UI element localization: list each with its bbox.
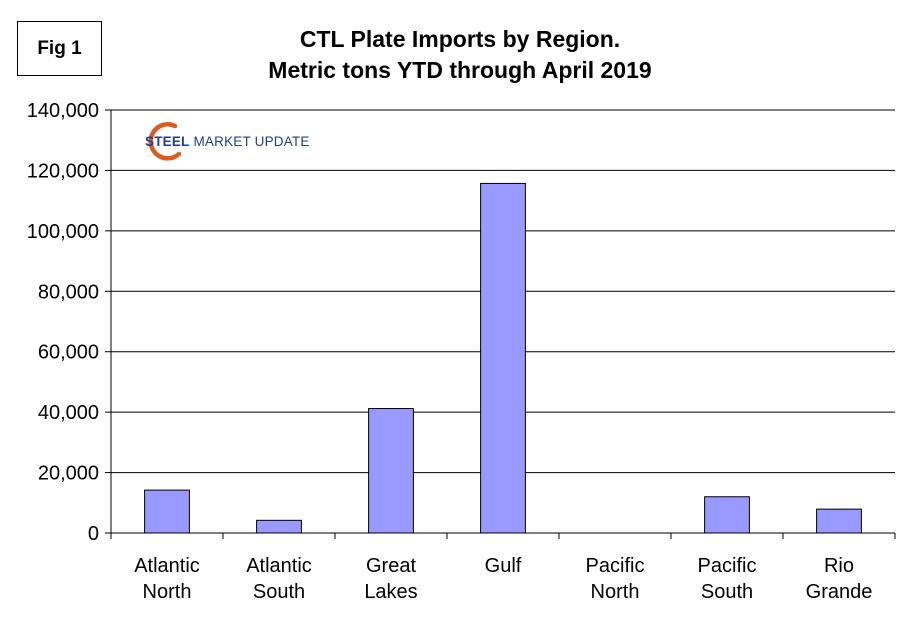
bar [704, 496, 750, 534]
steel-market-update-logo: STEEL MARKET UPDATE [145, 120, 315, 164]
bar [816, 508, 862, 534]
y-tick-label: 100,000 [27, 221, 99, 243]
bar [144, 489, 190, 534]
y-tick-label: 20,000 [38, 463, 99, 485]
x-tick-label: South [701, 581, 753, 603]
x-tick-label: Rio [824, 555, 854, 577]
chart-title: CTL Plate Imports by Region. [299, 26, 621, 52]
chart-title-block: CTL Plate Imports by Region. Metric tons… [200, 24, 720, 86]
x-tick-label: Pacific [586, 555, 645, 577]
x-tick-label: South [253, 581, 305, 603]
x-tick-label: North [143, 581, 192, 603]
logo-text: STEEL MARKET UPDATE [145, 134, 310, 149]
x-tick-label: Atlantic [246, 555, 312, 577]
x-tick-label: Lakes [364, 581, 417, 603]
figure-label: Fig 1 [17, 21, 102, 76]
y-tick-label: 120,000 [27, 160, 99, 182]
logo-swoosh-icon [148, 122, 182, 161]
x-tick-label: North [591, 581, 640, 603]
logo-word-market-update: MARKET UPDATE [193, 134, 310, 149]
y-tick-label: 140,000 [27, 100, 99, 122]
x-tick-label: Pacific [698, 555, 757, 577]
x-tick-label: Atlantic [134, 555, 200, 577]
bar [368, 408, 414, 534]
bar [256, 519, 302, 534]
x-tick-label: Great [366, 555, 416, 577]
y-tick-label: 0 [88, 523, 99, 545]
chart-subtitle: Metric tons YTD through April 2019 [268, 57, 652, 83]
y-tick-label: 60,000 [38, 342, 99, 364]
x-tick-label: Gulf [485, 555, 522, 577]
bar [480, 182, 526, 534]
y-tick-label: 40,000 [38, 402, 99, 424]
x-tick-label: Grande [806, 581, 873, 603]
y-tick-label: 80,000 [38, 281, 99, 303]
logo-word-steel: STEEL [145, 134, 190, 149]
